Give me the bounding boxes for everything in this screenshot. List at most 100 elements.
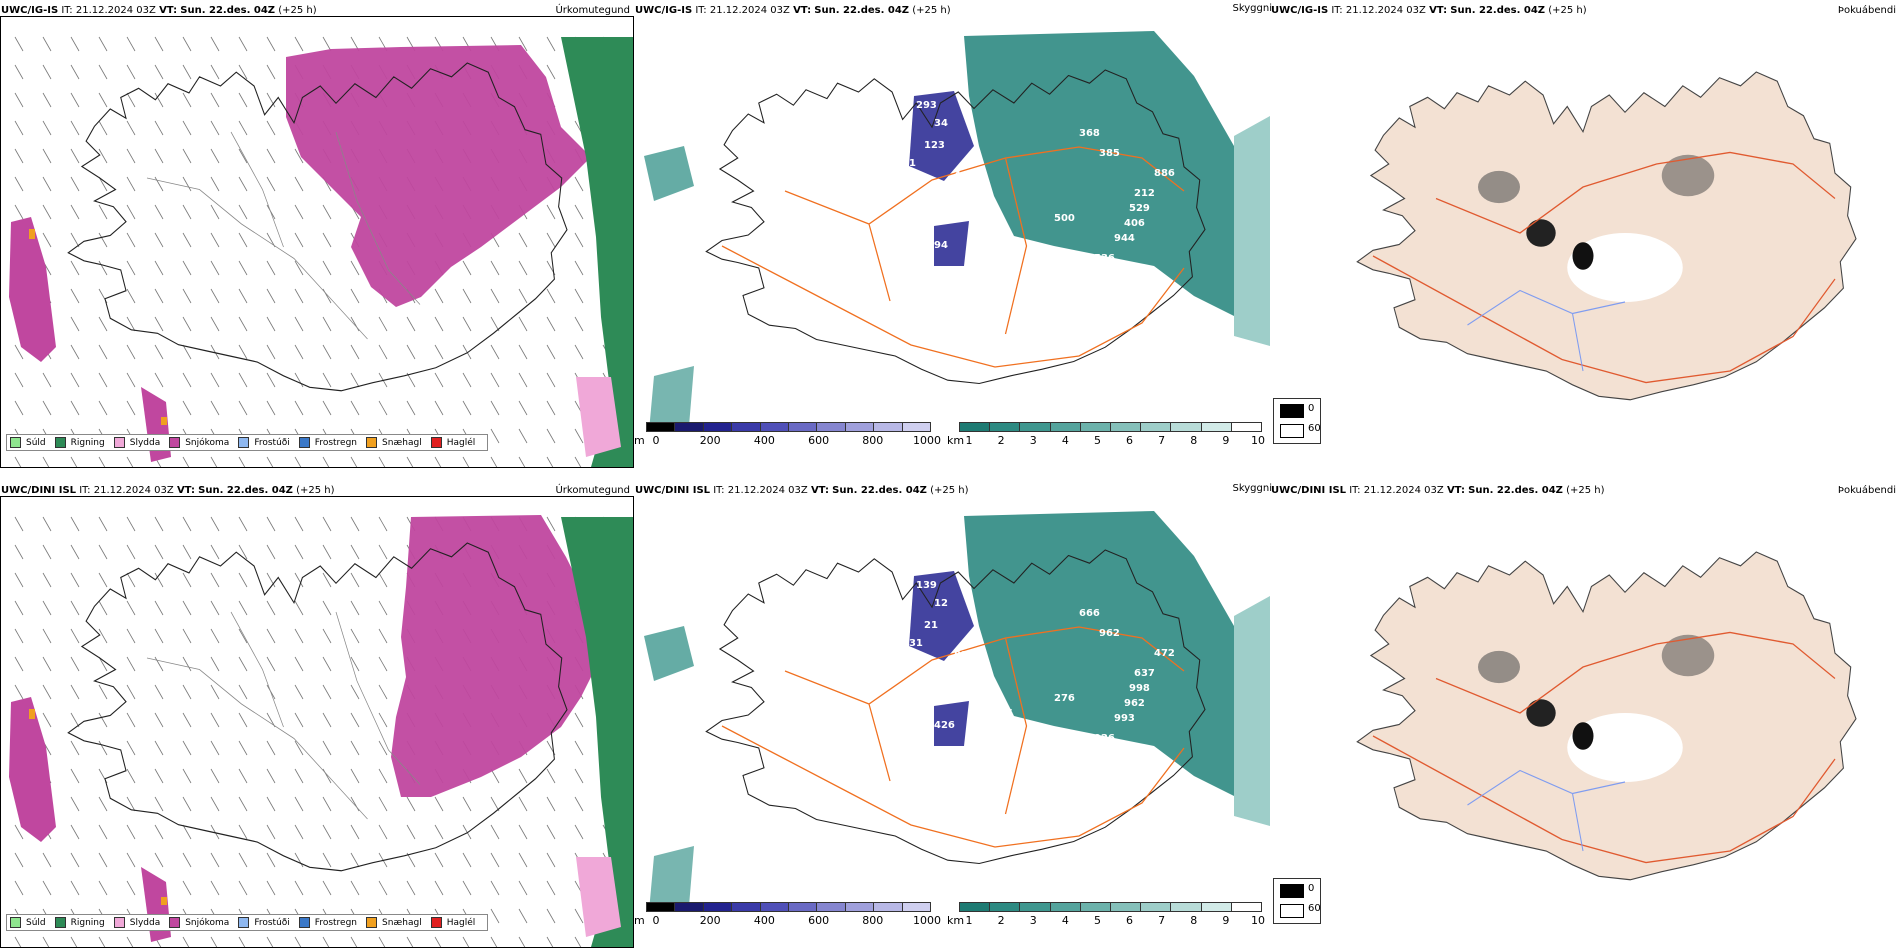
legend-label: Haglél — [446, 917, 476, 928]
colorbar-bin — [732, 903, 761, 911]
precip-legend-item: Súld — [10, 437, 46, 448]
fog-legend-swatch — [1280, 424, 1304, 438]
visibility-colorbar: km 1 2 3 4 5 6 7 8 9 10 — [947, 900, 1270, 934]
lead-time: (+25 h) — [296, 485, 335, 496]
cloudbase-label: 82 — [954, 650, 968, 661]
precip-legend-item: Súld — [10, 917, 46, 928]
panel-title: Þokuábendi — [1837, 5, 1896, 16]
vt-label: VT: — [176, 485, 195, 496]
cloudbase-label: 12 — [934, 598, 948, 609]
cloudbase-label: 500 — [1054, 213, 1075, 224]
colorbar-tick: 8 — [1190, 434, 1198, 447]
lead-time: (+25 h) — [912, 5, 951, 16]
cloudbase-label: 293 — [916, 100, 937, 111]
colorbar-tick: 8 — [1190, 914, 1198, 927]
colorbar-unit: m — [634, 434, 645, 447]
colorbar-bin — [703, 903, 733, 911]
it-value: 21.12.2024 03Z — [75, 5, 156, 16]
legend-swatch — [169, 917, 181, 928]
colorbar-bin — [1201, 423, 1232, 431]
legend-swatch — [430, 917, 442, 928]
precip-map-canvas — [9, 36, 633, 467]
colorbar-bin — [990, 903, 1021, 911]
panel-title: Úrkomutegund — [555, 485, 630, 496]
legend-label: Súld — [26, 917, 46, 928]
colorbar-bin — [1111, 423, 1142, 431]
colorbar-bin — [817, 903, 846, 911]
colorbar-bin — [960, 903, 991, 911]
precip-legend-item: Snjókoma — [169, 437, 229, 448]
colorbar-bin — [1080, 423, 1112, 431]
fog-legend-label: 0 — [1308, 403, 1315, 414]
colorbar-tick: 9 — [1222, 434, 1230, 447]
fog-index-panel: UWC/DINI ISL IT: 21.12.2024 03Z VT: Sun.… — [1270, 480, 1900, 950]
precip-type-panel: UWC/DINI ISL IT: 21.12.2024 03Z VT: Sun.… — [0, 480, 634, 950]
lead-time: (+25 h) — [1548, 5, 1587, 16]
colorbar-unit: km — [947, 914, 965, 927]
panel-header: UWC/IG-IS IT: 21.12.2024 03Z VT: Sun. 22… — [1, 5, 632, 19]
cloudbase-label: 94 — [934, 240, 948, 251]
colorbar-strip — [959, 902, 1262, 912]
colorbar-tick: 7 — [1158, 914, 1166, 927]
colorbar-tick: 400 — [753, 434, 775, 447]
legend-swatch — [169, 437, 181, 448]
cloudbase-label: 536 — [1094, 253, 1115, 264]
legend-swatch — [366, 437, 378, 448]
legend-label: Snæhagl — [382, 917, 422, 928]
colorbar-bin — [817, 423, 846, 431]
colorbar-unit: km — [947, 434, 965, 447]
vt-value: Sun. 22.des. 04Z — [814, 5, 910, 16]
visibility-panel: UWC/IG-IS IT: 21.12.2024 03Z VT: Sun. 22… — [634, 0, 1272, 470]
legend-swatch — [366, 917, 378, 928]
legend-label: Haglél — [446, 437, 476, 448]
panel-title: Þokuábendi — [1837, 485, 1896, 496]
legend-swatch — [238, 437, 250, 448]
legend-label: Snjókoma — [185, 437, 230, 448]
vt-label: VT: — [793, 5, 812, 16]
cloudbase-label: 529 — [1129, 203, 1150, 214]
fog-legend-swatch — [1280, 404, 1304, 418]
legend-label: Frostúði — [254, 917, 290, 928]
colorbar-tick: 5 — [1093, 914, 1101, 927]
fog-legend: 0 60 — [1273, 398, 1321, 444]
colorbar-tick: 800 — [862, 914, 884, 927]
colorbar-tick: 0 — [652, 914, 660, 927]
cloudbase-label: 445 — [954, 170, 975, 181]
vt-value: Sun. 22.des. 04Z — [1450, 5, 1546, 16]
colorbar-tick: 10 — [1251, 434, 1265, 447]
precip-legend-item: Slydda — [113, 917, 160, 928]
precip-map — [0, 16, 634, 468]
fog-legend-label: 0 — [1308, 883, 1315, 894]
legend-swatch — [113, 917, 125, 928]
colorbar-bin — [990, 423, 1021, 431]
legend-label: Frostúði — [254, 437, 290, 448]
cloudbase-label: 385 — [1099, 148, 1120, 159]
cloudbase-label: 212 — [1134, 188, 1155, 199]
precip-legend-item: Snæhagl — [366, 917, 422, 928]
vt-value: Sun. 22.des. 04Z — [198, 485, 293, 496]
colorbar-tick: 200 — [699, 914, 721, 927]
forecast-row-ig-is: UWC/IG-IS IT: 21.12.2024 03Z VT: Sun. 22… — [0, 0, 1900, 470]
colorbar-tick: 4 — [1061, 434, 1069, 447]
cloudbase-label: 41 — [902, 158, 916, 169]
it-label: IT: — [1349, 485, 1361, 496]
legend-label: Frostregn — [314, 437, 358, 448]
cloudbase-colorbar: m 0 200 400 600 800 1000 — [634, 900, 941, 934]
colorbar-tick: 7 — [1158, 434, 1166, 447]
cloudbase-colorbar: m 0 200 400 600 800 1000 — [634, 420, 941, 454]
colorbar-strip — [959, 422, 1262, 432]
cloudbase-label: 139 — [916, 580, 937, 591]
legend-label: Frostregn — [314, 917, 358, 928]
model-name: UWC/DINI ISL — [1271, 485, 1347, 496]
precip-legend-item: Haglél — [430, 917, 476, 928]
colorbar-tick: 2 — [997, 914, 1005, 927]
fog-map-canvas — [1356, 551, 1857, 881]
cloudbase-label: 666 — [1079, 608, 1100, 619]
cloudbase-label: 28 — [906, 173, 920, 184]
it-label: IT: — [61, 5, 73, 16]
colorbar-bin — [732, 423, 761, 431]
fog-map-canvas — [1356, 71, 1857, 401]
colorbar-bin — [789, 903, 818, 911]
lead-time: (+25 h) — [1566, 485, 1605, 496]
